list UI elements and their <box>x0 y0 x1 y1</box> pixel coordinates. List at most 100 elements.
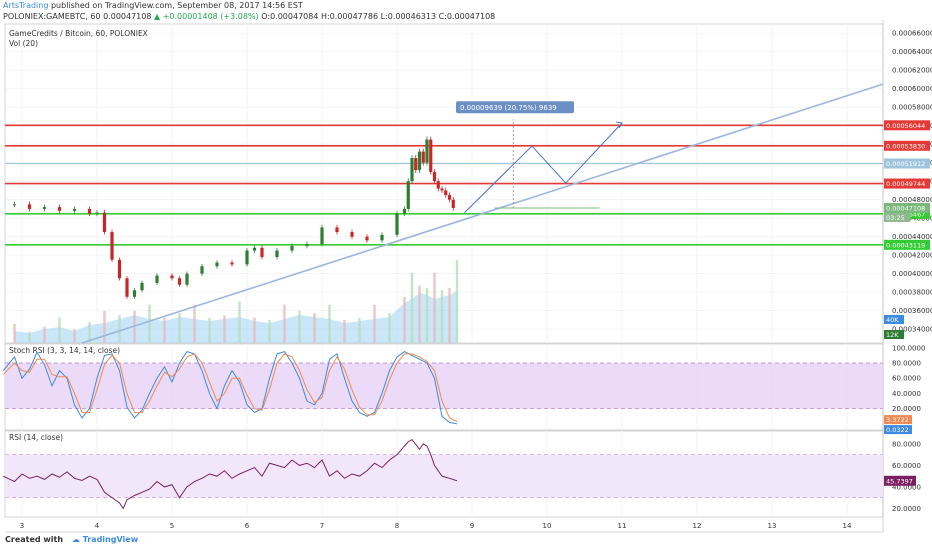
rsi-tick-label: 60.0000 <box>892 462 921 470</box>
time-tick-label: 11 <box>618 522 627 530</box>
volume-bar <box>133 310 136 343</box>
time-tick-label: 4 <box>95 522 100 530</box>
stoch-value-bg <box>884 415 912 425</box>
volume-bar <box>268 320 271 343</box>
price-tick-label: 0.00048000 <box>892 196 932 204</box>
volume-bar <box>103 311 106 343</box>
candle-body <box>252 247 257 251</box>
volume-bar <box>440 290 444 343</box>
level-label-bg <box>884 120 930 131</box>
candle-body <box>406 181 410 209</box>
rsi-title: RSI (14, close) <box>9 433 63 442</box>
candle-body <box>87 208 92 214</box>
measure-label-bg <box>456 101 574 114</box>
price-tick-label: 0.00062000 <box>892 67 932 75</box>
footer: Created with ☁ TradingView <box>5 535 138 544</box>
candle-body <box>432 171 437 182</box>
time-tick-label: 10 <box>543 522 552 530</box>
time-tick-label: 9 <box>470 522 474 530</box>
stoch-band <box>5 363 883 409</box>
measure-label: 0.00009639 (20.75%) 9639 <box>460 104 557 112</box>
level-label: 0.00049744 <box>886 180 925 188</box>
rsi-value-label: 45.7397 <box>886 477 913 485</box>
candle-body <box>245 250 249 265</box>
volume-bar <box>238 301 241 343</box>
volume-bar <box>373 304 376 343</box>
volume-bar <box>388 313 391 343</box>
level-label-bg <box>884 158 930 169</box>
candle-body <box>200 266 204 274</box>
candle-body <box>42 207 47 209</box>
arrow-head-icon <box>615 121 623 129</box>
candle-body <box>440 188 444 191</box>
last-price-label: 0.00047108 <box>886 204 925 212</box>
volume-bar <box>253 317 256 343</box>
trend-line <box>81 83 884 344</box>
volume-bar <box>358 317 361 343</box>
time-tick-label: 5 <box>170 522 174 530</box>
candle-body <box>410 158 414 182</box>
created-with-text: Created with <box>5 535 64 544</box>
time-tick-label: 12 <box>693 522 702 530</box>
stoch-tick-label: 60.0000 <box>892 375 921 383</box>
candle-body <box>447 195 452 200</box>
chart-title: GameCredits / Bitcoin, 60, POLONIEX <box>9 29 148 38</box>
volume-bar <box>58 317 61 343</box>
rsi-tick-label: 80.0000 <box>892 440 921 448</box>
volume-bar <box>178 313 181 343</box>
candle-body <box>155 275 159 283</box>
volume-bar <box>163 317 166 343</box>
candle-body <box>365 236 369 241</box>
countdown-label: 03:25 <box>886 214 905 222</box>
candle-body <box>110 232 114 260</box>
candle-body <box>117 259 122 279</box>
publish-header: ArtsTrading published on TradingView.com… <box>3 1 303 10</box>
level-label-bg <box>884 239 930 250</box>
stoch-tick-label: 40.0000 <box>892 390 921 398</box>
price-tick-label: 0.00058000 <box>892 104 932 112</box>
volume-bar <box>410 272 414 343</box>
price-tick-label: 0.00038000 <box>892 289 932 297</box>
candle-body <box>102 212 107 233</box>
rsi-value-bg <box>884 475 916 486</box>
published-text: published on TradingView.com, September … <box>50 1 303 10</box>
level-label: 0.00043119 <box>886 241 925 249</box>
price-tick-label: 0.00044000 <box>892 233 932 241</box>
volume-bar <box>455 259 459 343</box>
volume-bar <box>208 317 211 343</box>
stoch-tick-label: 20.0000 <box>892 405 921 413</box>
stoch-tick-label: 80.0000 <box>892 360 921 368</box>
candle-body <box>350 232 354 237</box>
level-label: 0.00056044 <box>886 122 925 130</box>
volume-bar <box>73 329 76 343</box>
rsi-tick-label: 20.0000 <box>892 505 921 513</box>
time-tick-label: 8 <box>395 522 399 530</box>
candle-body <box>451 199 455 209</box>
candle-body <box>185 273 189 285</box>
candle-body <box>170 275 174 279</box>
author-name[interactable]: ArtsTrading <box>3 1 49 10</box>
volume-bar <box>448 287 451 343</box>
candle-body <box>125 278 129 297</box>
volume-bar <box>433 272 436 343</box>
volume-bar <box>148 304 151 343</box>
candle-body <box>72 208 77 211</box>
tradingview-logo[interactable]: ☁ TradingView <box>71 535 139 544</box>
volume-bar <box>118 315 121 343</box>
level-label-bg <box>884 178 930 189</box>
time-tick-label: 6 <box>245 522 250 530</box>
time-tick-label: 3 <box>20 522 24 530</box>
volume-bar <box>298 310 301 343</box>
candle-body <box>436 181 440 189</box>
candle-body <box>95 212 99 214</box>
candle-body <box>140 282 144 291</box>
candle-body <box>414 158 418 171</box>
price-change: +0.00001408 (+3.08%) <box>162 12 259 21</box>
candle-body <box>260 247 264 258</box>
volume-bar <box>88 322 91 343</box>
volume-bar <box>403 297 406 343</box>
symbol-line: POLONIEX:GAMEBTC, 60 0.00047108 <box>3 12 154 21</box>
volume-bar <box>425 287 429 343</box>
price-tick-label: 0.00036000 <box>892 307 932 315</box>
